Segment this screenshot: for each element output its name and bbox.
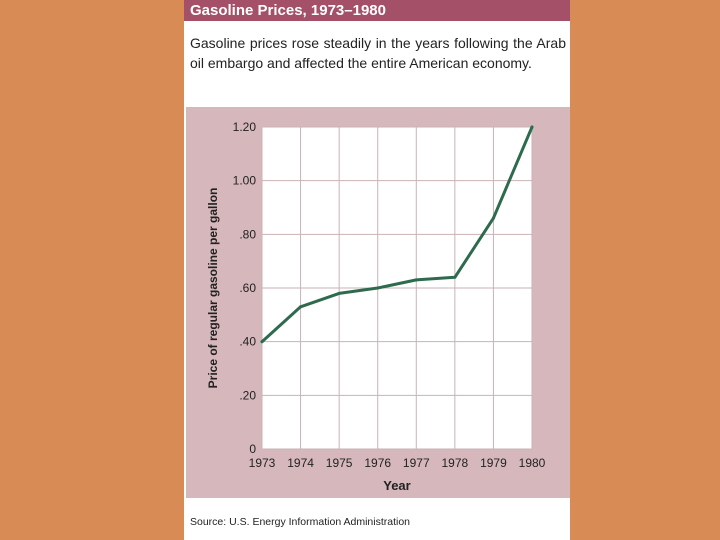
y-tick-label: .60: [239, 281, 256, 295]
data-point: [376, 286, 380, 290]
x-tick-label: 1979: [480, 456, 507, 470]
line-chart: 0.20.40.60.801.001.20 1973 1974 1975 1976 19…: [206, 120, 546, 493]
figure-title: Gasoline Prices, 1973–1980: [184, 0, 570, 21]
x-tick-label: 1977: [403, 456, 430, 470]
chart-panel: 0.20.40.60.80 1.00 1.20 1973 1974 1975 1976 19…: [186, 107, 570, 498]
source-note: Source: U.S. Energy Information Administ…: [190, 516, 411, 528]
data-point: [260, 340, 264, 344]
y-tick-label: .80: [239, 227, 256, 241]
y-tick-label: 0: [249, 442, 256, 456]
data-point: [337, 291, 341, 295]
data-point: [530, 125, 534, 129]
x-axis-label: Year: [383, 478, 410, 493]
data-point: [491, 216, 495, 220]
x-tick-label: 1976: [364, 456, 391, 470]
y-tick-label: .20: [239, 388, 256, 402]
y-tick-label: 1.20: [233, 120, 257, 134]
x-tick-label: 1980: [519, 456, 546, 470]
y-tick-labels: 0 .20 .40 .60 .80 1.00 1.20: [233, 120, 257, 456]
figure-card: Gasoline Prices, 1973–1980 Gasoline pric…: [184, 0, 570, 540]
x-tick-labels: 1973 1974 1975 1976 1977 1978 1979 1980: [249, 456, 546, 470]
x-tick-label: 1975: [326, 456, 353, 470]
y-axis-label: Price of regular gasoline per gallon: [206, 188, 220, 389]
data-point: [453, 275, 457, 279]
x-tick-label: 1973: [249, 456, 276, 470]
price-line: [260, 125, 534, 344]
data-point: [299, 305, 303, 309]
data-point: [414, 278, 418, 282]
figure-caption: Gasoline prices rose steadily in the yea…: [190, 35, 566, 71]
x-tick-label: 1978: [442, 456, 469, 470]
y-tick-label: 1.00: [233, 174, 257, 188]
y-tick-label: .40: [239, 335, 256, 349]
x-tick-label: 1974: [287, 456, 314, 470]
